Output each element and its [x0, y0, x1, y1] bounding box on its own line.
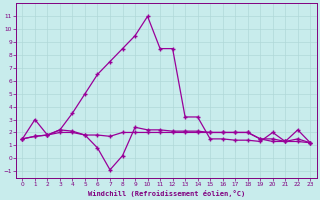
X-axis label: Windchill (Refroidissement éolien,°C): Windchill (Refroidissement éolien,°C) — [88, 190, 245, 197]
